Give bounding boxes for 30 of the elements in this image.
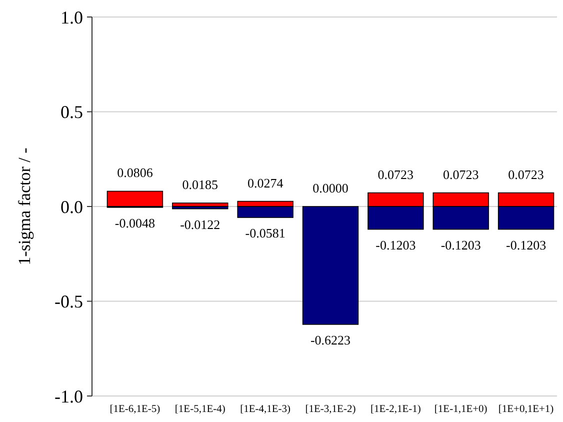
data-label: -0.0122 bbox=[180, 216, 220, 232]
y-tick-label: 0.0 bbox=[60, 196, 83, 217]
data-label: -0.1203 bbox=[506, 237, 546, 252]
data-label: 0.0723 bbox=[508, 166, 544, 182]
x-tick-label: [1E-2,1E-1) bbox=[370, 404, 422, 415]
x-tick-label: [1E-6,1E-5) bbox=[110, 404, 161, 415]
data-label: -0.0048 bbox=[114, 215, 156, 230]
data-label: 0.0806 bbox=[117, 165, 154, 180]
data-label: 0.0185 bbox=[182, 176, 218, 192]
y-tick-label: -1.0 bbox=[54, 386, 83, 406]
x-tick-label: [1E-5,1E-4) bbox=[174, 404, 226, 415]
y-tick-label: 0.5 bbox=[60, 102, 83, 122]
data-label: 0.0274 bbox=[247, 175, 284, 190]
y-tick-label: 1.0 bbox=[60, 7, 83, 28]
data-label: 0.0723 bbox=[378, 166, 414, 182]
data-label: -0.1203 bbox=[376, 237, 416, 252]
bar bbox=[302, 206, 359, 325]
x-tick-label: [1E+0,1E+1) bbox=[498, 404, 554, 415]
x-tick-label: [1E-3,1E-2) bbox=[305, 404, 356, 415]
bar bbox=[106, 190, 164, 207]
x-tick-label: [1E-4,1E-3) bbox=[240, 404, 292, 415]
y-axis-title: 1-sigma factor / - bbox=[15, 147, 34, 266]
data-label: -0.6223 bbox=[310, 332, 351, 348]
data-label: -0.1203 bbox=[440, 237, 481, 252]
data-label: 0.0000 bbox=[312, 180, 348, 196]
x-tick-label: [1E-1,1E+0) bbox=[434, 404, 488, 415]
data-label: -0.0581 bbox=[245, 226, 286, 241]
data-label: 0.0723 bbox=[442, 166, 479, 182]
bar bbox=[172, 206, 228, 210]
y-tick-label: -0.5 bbox=[54, 292, 83, 312]
